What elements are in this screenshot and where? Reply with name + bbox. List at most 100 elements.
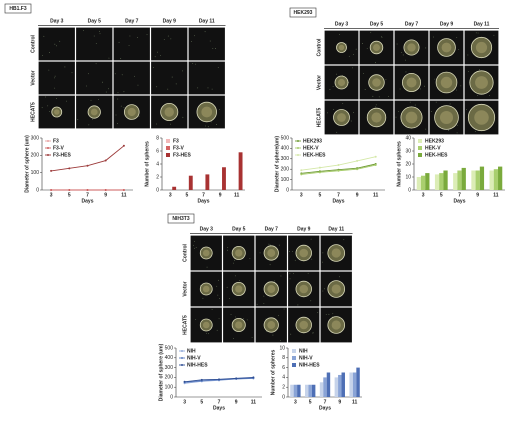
legend-label: NIH-HES bbox=[187, 362, 208, 368]
x-tick-label: 7 bbox=[86, 192, 89, 198]
x-tick-label: 3 bbox=[422, 192, 425, 198]
row-label: Vector bbox=[316, 75, 322, 90]
micrograph bbox=[38, 27, 75, 61]
y-tick-label: 6 bbox=[156, 148, 159, 154]
speck bbox=[117, 123, 118, 124]
speck bbox=[59, 40, 61, 42]
speck bbox=[215, 48, 216, 49]
speck bbox=[47, 105, 49, 107]
point bbox=[300, 173, 303, 176]
legend-swatch bbox=[418, 153, 422, 157]
y-axis-label: Number of spheres bbox=[396, 141, 402, 187]
y-tick-label: 10 bbox=[279, 345, 285, 351]
sphere-core bbox=[405, 111, 418, 124]
panel-label: HEK293 bbox=[294, 10, 313, 16]
panel-label: HB1.F3 bbox=[9, 6, 26, 12]
speck bbox=[108, 57, 110, 59]
point bbox=[122, 144, 125, 147]
speck bbox=[289, 273, 291, 275]
bar bbox=[425, 173, 430, 190]
legend-swatch bbox=[292, 349, 296, 353]
legend-swatch bbox=[292, 363, 296, 367]
sphere-core bbox=[299, 284, 309, 294]
legend-label: F3 bbox=[173, 138, 179, 144]
speck bbox=[209, 40, 211, 42]
bar bbox=[457, 170, 462, 190]
speck bbox=[256, 303, 258, 305]
legend-label: HEK-V bbox=[303, 145, 319, 151]
speck bbox=[328, 313, 330, 315]
y-tick-label: 0 bbox=[170, 394, 173, 400]
speck bbox=[343, 239, 345, 241]
panel-label-box bbox=[167, 213, 195, 224]
x-tick-label: 11 bbox=[493, 192, 499, 198]
speck bbox=[216, 329, 218, 331]
day-header: Day 11 bbox=[474, 21, 490, 27]
speck bbox=[218, 318, 220, 320]
speck bbox=[493, 34, 495, 36]
day-header-bg bbox=[188, 17, 225, 25]
speck bbox=[351, 67, 353, 69]
micrograph bbox=[151, 27, 188, 61]
speck bbox=[45, 96, 46, 98]
sphere-core bbox=[54, 109, 60, 115]
speck bbox=[388, 95, 389, 97]
speck bbox=[215, 124, 217, 125]
speck bbox=[118, 41, 120, 43]
micrograph bbox=[113, 61, 150, 95]
speck bbox=[54, 87, 56, 89]
bar bbox=[420, 175, 426, 190]
x-tick-label: 9 bbox=[356, 192, 359, 198]
legend-label: HEK293 bbox=[303, 138, 322, 144]
micrograph bbox=[151, 61, 188, 95]
speck bbox=[249, 258, 251, 259]
legend-marker bbox=[297, 154, 299, 156]
day-header-bg bbox=[76, 17, 113, 25]
speck bbox=[86, 85, 87, 87]
sphere-core bbox=[474, 110, 489, 125]
speck bbox=[54, 43, 56, 45]
bar bbox=[341, 372, 345, 397]
bar bbox=[434, 174, 440, 190]
x-tick-label: 9 bbox=[476, 192, 479, 198]
speck bbox=[396, 43, 398, 45]
speck bbox=[381, 36, 382, 38]
speck bbox=[227, 247, 229, 248]
point bbox=[122, 189, 125, 191]
speck bbox=[194, 35, 195, 37]
legend-swatch bbox=[166, 146, 170, 150]
x-tick-label: 11 bbox=[352, 399, 358, 405]
speck bbox=[226, 286, 228, 288]
speck bbox=[71, 72, 73, 74]
speck bbox=[312, 332, 314, 334]
speck bbox=[134, 75, 136, 77]
x-tick-label: 9 bbox=[338, 399, 341, 405]
speck bbox=[156, 123, 157, 125]
speck bbox=[56, 98, 57, 99]
speck bbox=[219, 298, 220, 299]
speck bbox=[425, 47, 427, 49]
bar bbox=[326, 372, 331, 397]
row-label: Vector bbox=[182, 281, 188, 296]
speck bbox=[466, 109, 467, 111]
speck bbox=[175, 83, 177, 85]
speck bbox=[322, 261, 323, 263]
speck bbox=[336, 131, 338, 133]
legend-swatch bbox=[166, 139, 170, 143]
day-header: Day 11 bbox=[328, 226, 344, 232]
speck bbox=[42, 54, 44, 56]
day-header-bg bbox=[38, 17, 75, 25]
point bbox=[252, 376, 255, 379]
speck bbox=[154, 56, 156, 58]
sphere-core bbox=[202, 321, 210, 329]
speck bbox=[206, 266, 208, 268]
speck bbox=[317, 312, 319, 314]
speck bbox=[366, 47, 368, 49]
speck bbox=[234, 260, 236, 262]
speck bbox=[405, 71, 407, 73]
speck bbox=[274, 280, 276, 282]
speck bbox=[105, 91, 107, 93]
speck bbox=[474, 131, 476, 132]
speck bbox=[64, 66, 66, 68]
speck bbox=[431, 111, 432, 113]
